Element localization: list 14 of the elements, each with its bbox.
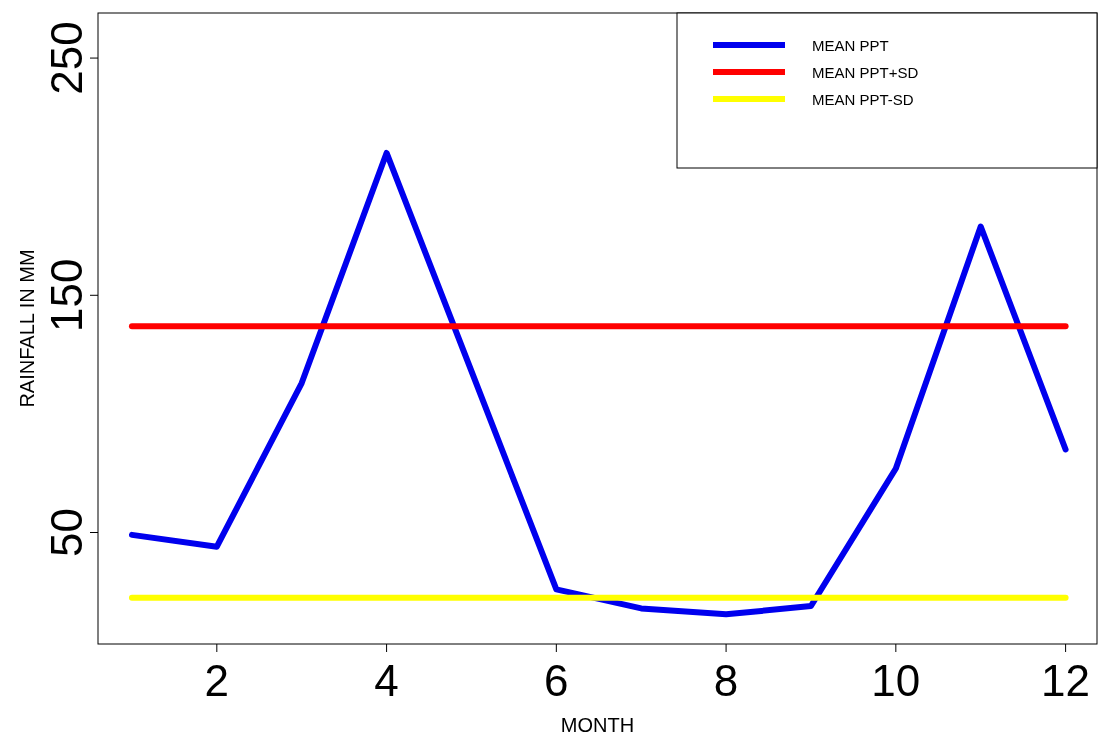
y-tick-label: 250	[42, 21, 91, 95]
y-tick-label: 50	[42, 508, 91, 557]
x-tick-label: 2	[204, 656, 230, 705]
x-tick-label: 10	[871, 656, 921, 705]
y-tick-label: 150	[42, 258, 91, 332]
x-axis-title: MONTH	[560, 714, 635, 736]
legend-label: MEAN PPT+SD	[812, 64, 919, 81]
x-tick-label: 12	[1041, 656, 1091, 705]
x-tick-label: 8	[713, 656, 739, 705]
y-axis-title: RAINFALL IN MM	[16, 249, 38, 408]
x-tick-label: 4	[374, 656, 399, 705]
legend-label: MEAN PPT	[812, 37, 889, 54]
x-tick-label: 6	[544, 656, 569, 705]
legend-label: MEAN PPT-SD	[812, 91, 914, 108]
